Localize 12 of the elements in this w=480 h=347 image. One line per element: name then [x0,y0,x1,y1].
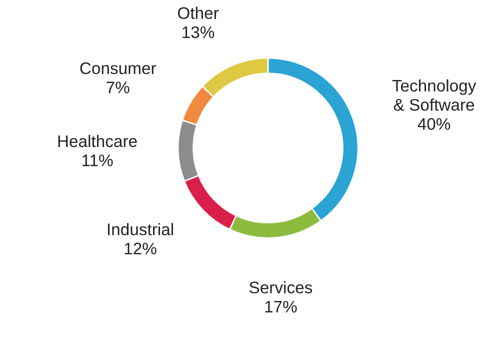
data-label: 11% [82,154,113,166]
data-label: 13% [182,26,214,38]
slice-label: Other [178,6,219,19]
slice-label: Services [250,281,312,294]
slice-label: Healthcare [58,134,137,148]
data-label: 7% [106,82,130,94]
slice-label: Industrial [108,223,173,236]
data-label: 40% [418,118,450,130]
data-label: 12% [124,242,156,254]
data-label: 17% [265,300,297,313]
slice-label: Consumer [80,62,156,74]
slice-label: Technology & Software [392,79,476,111]
